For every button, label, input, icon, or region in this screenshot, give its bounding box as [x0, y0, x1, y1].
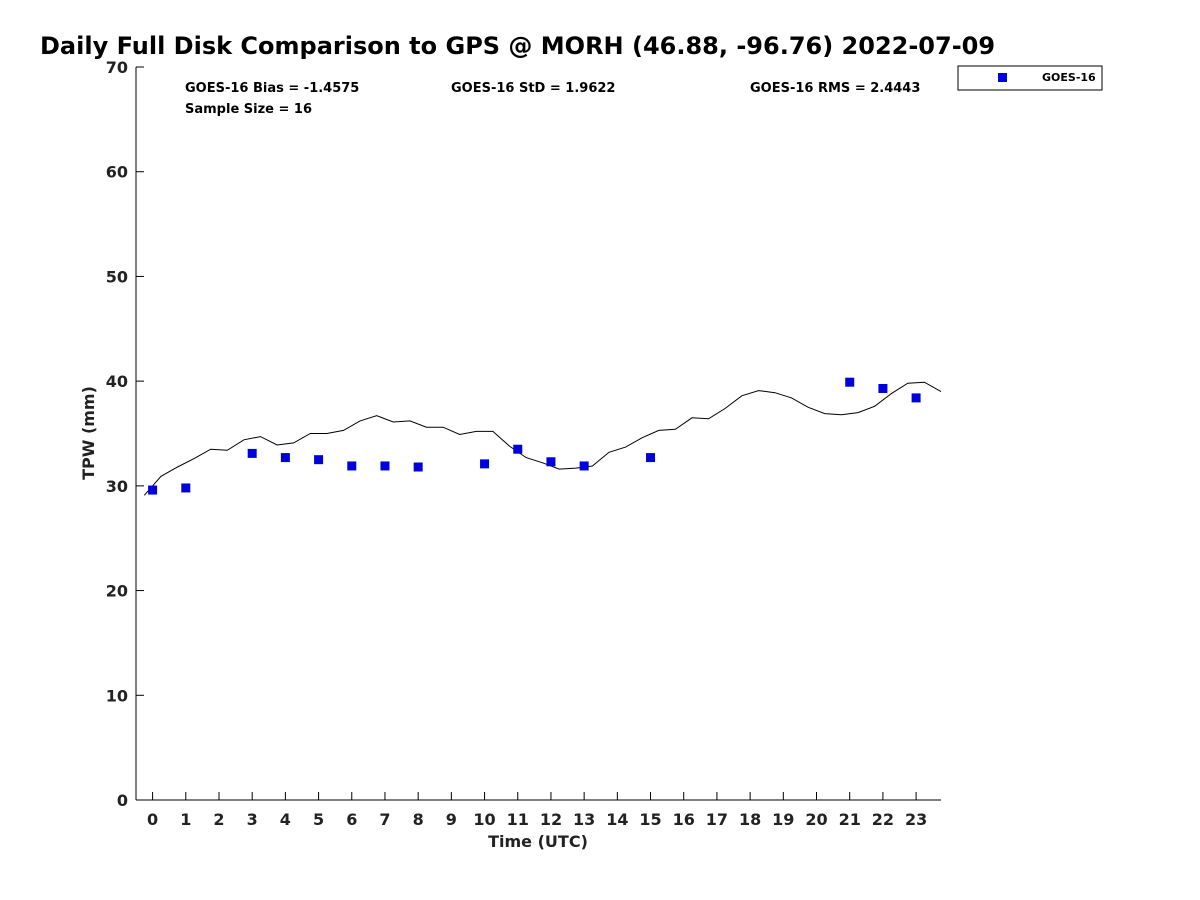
x-tick-label: 4 [280, 810, 291, 829]
stat-std: GOES-16 StD = 1.9622 [451, 81, 615, 96]
y-tick-label: 0 [117, 791, 128, 810]
x-tick-label: 22 [872, 810, 894, 829]
x-ticks: 0 1 2 3 4 5 6 7 8 9 10 11 12 13 14 15 16 17 18 19 20 21 22 23 [147, 792, 927, 829]
goes16-point [546, 457, 556, 467]
y-tick-label: 60 [106, 163, 128, 182]
x-tick-label: 23 [905, 810, 927, 829]
x-tick-label: 10 [473, 810, 495, 829]
goes16-point [480, 459, 490, 469]
x-tick-label: 13 [573, 810, 595, 829]
x-tick-label: 0 [147, 810, 158, 829]
goes16-point [247, 448, 257, 458]
x-tick-label: 9 [446, 810, 457, 829]
x-tick-label: 21 [839, 810, 861, 829]
goes16-point [646, 453, 656, 463]
goes16-point [181, 483, 191, 493]
y-ticks: 0 10 20 30 40 50 60 70 [106, 58, 144, 810]
goes16-point [314, 455, 324, 465]
stat-sample-size: Sample Size = 16 [185, 102, 312, 117]
goes16-point [513, 444, 523, 454]
x-tick-label: 6 [346, 810, 357, 829]
x-axis-label: Time (UTC) [488, 832, 588, 851]
x-tick-label: 11 [507, 810, 529, 829]
x-tick-label: 16 [673, 810, 695, 829]
goes16-point [579, 461, 589, 471]
gps-line [143, 381, 942, 496]
goes16-point [380, 461, 390, 471]
stat-rms: GOES-16 RMS = 2.4443 [750, 81, 920, 96]
legend-box [957, 65, 1103, 91]
x-tick-label: 2 [213, 810, 224, 829]
goes16-point [148, 485, 158, 495]
goes16-point [280, 453, 290, 463]
x-tick-label: 1 [180, 810, 191, 829]
x-tick-label: 17 [706, 810, 728, 829]
x-tick-label: 18 [739, 810, 761, 829]
y-tick-label: 30 [106, 477, 128, 496]
goes16-point [347, 461, 357, 471]
y-tick-label: 50 [106, 267, 128, 286]
legend-label: GOES-16 [1042, 71, 1096, 84]
goes16-point [413, 462, 423, 472]
chart-title: Daily Full Disk Comparison to GPS @ MORH… [40, 32, 995, 60]
y-tick-label: 20 [106, 582, 128, 601]
x-tick-label: 19 [772, 810, 794, 829]
x-tick-label: 8 [413, 810, 424, 829]
y-tick-label: 40 [106, 372, 128, 391]
goes16-point [911, 393, 921, 403]
series-layer [143, 377, 942, 496]
x-tick-label: 14 [606, 810, 628, 829]
goes16-point [878, 383, 888, 393]
legend: GOES-16 [957, 65, 1103, 91]
x-tick-label: 5 [313, 810, 324, 829]
x-tick-label: 15 [639, 810, 661, 829]
y-axis-label: TPW (mm) [79, 386, 98, 480]
x-tick-label: 7 [379, 810, 390, 829]
stat-bias: GOES-16 Bias = -1.4575 [185, 81, 359, 96]
legend-marker [998, 73, 1007, 82]
x-tick-label: 3 [247, 810, 258, 829]
goes16-point [845, 377, 855, 387]
x-tick-label: 12 [540, 810, 562, 829]
y-tick-label: 10 [106, 686, 128, 705]
y-tick-label: 70 [106, 58, 128, 77]
x-tick-label: 20 [805, 810, 827, 829]
